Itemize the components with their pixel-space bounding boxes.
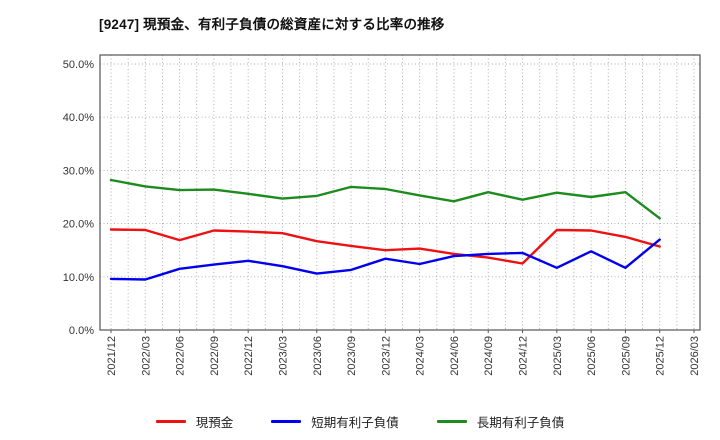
chart-title: [9247] 現預金、有利子負債の総資産に対する比率の推移: [99, 17, 445, 32]
x-axis-tick-label: 2022/09: [209, 336, 221, 376]
x-axis-tick-label: 2022/12: [243, 336, 255, 376]
y-axis-tick-label: 30.0%: [63, 165, 94, 177]
x-axis-tick-label: 2023/06: [312, 336, 324, 376]
x-axis-tick-label: 2021/12: [106, 336, 118, 376]
y-axis-tick-label: 10.0%: [63, 272, 94, 284]
y-axis-tick-label: 0.0%: [69, 325, 94, 337]
x-axis-tick-label: 2024/12: [518, 336, 530, 376]
series-line-長期有利子負債: [109, 178, 661, 220]
y-axis-tick-label: 50.0%: [63, 59, 94, 71]
legend-item: 短期有利子負債: [271, 412, 399, 431]
series-line-現預金: [109, 228, 661, 265]
x-axis-tick-label: 2025/12: [655, 336, 667, 376]
legend-swatch: [155, 419, 186, 423]
legend-label: 長期有利子負債: [476, 415, 565, 430]
series-line-短期有利子負債: [109, 238, 661, 281]
legend-item: 現預金: [155, 412, 234, 431]
x-axis-tick-label: 2024/03: [415, 336, 427, 376]
x-axis-tick-label: 2026/03: [689, 336, 701, 376]
plot-border: [99, 54, 701, 331]
legend-swatch: [436, 419, 467, 423]
x-axis-tick-label: 2025/03: [552, 336, 564, 376]
x-axis-tick-label: 2025/09: [620, 336, 632, 376]
x-axis-tick-label: 2023/09: [346, 336, 358, 376]
y-axis-tick-label: 20.0%: [63, 219, 94, 231]
x-axis-tick-label: 2023/12: [380, 336, 392, 376]
x-axis-tick-label: 2022/06: [175, 336, 187, 376]
legend-item: 長期有利子負債: [436, 412, 565, 431]
legend-label: 短期有利子負債: [311, 415, 399, 430]
x-axis-tick-label: 2024/06: [449, 336, 461, 376]
legend-swatch: [271, 419, 302, 423]
x-axis-tick-label: 2025/06: [586, 336, 598, 376]
x-axis-tick-label: 2023/03: [277, 336, 289, 376]
x-axis-tick-label: 2024/09: [483, 336, 495, 376]
y-axis-tick-label: 40.0%: [63, 112, 94, 124]
chart-legend: 現預金 短期有利子負債 長期有利子負債: [0, 409, 720, 433]
legend-label: 現預金: [195, 415, 234, 430]
x-axis-tick-label: 2022/03: [140, 336, 152, 376]
